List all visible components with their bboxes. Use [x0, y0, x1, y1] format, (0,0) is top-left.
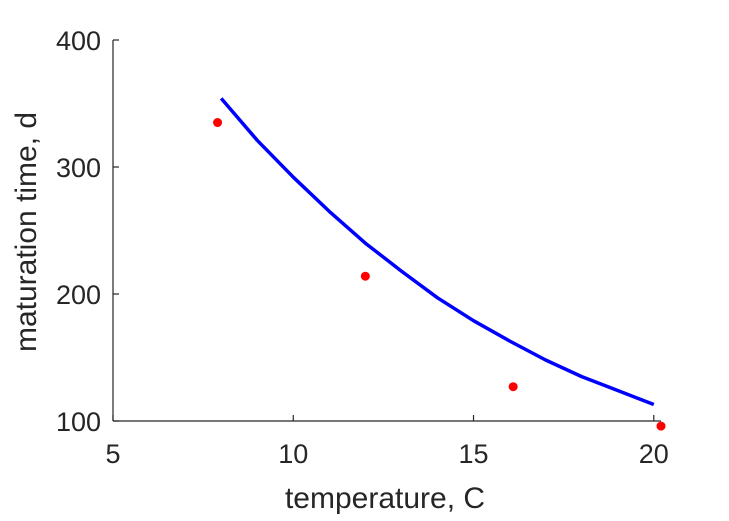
data-point — [656, 421, 666, 431]
x-axis-label: temperature, C — [285, 482, 485, 515]
x-tick-label: 5 — [105, 439, 120, 469]
x-tick-label: 15 — [459, 439, 489, 469]
series-layer — [213, 97, 666, 431]
axes — [112, 39, 661, 422]
fit-curve — [219, 97, 655, 407]
y-tick-label: 200 — [56, 280, 101, 310]
y-tick-label: 300 — [56, 153, 101, 183]
y-axis-label: maturation time, d — [10, 112, 43, 352]
data-point — [508, 382, 518, 392]
data-point — [360, 271, 370, 281]
y-tick-label: 100 — [56, 407, 101, 437]
x-tick-label: 10 — [278, 439, 308, 469]
x-tick-label: 20 — [639, 439, 669, 469]
tick-layer: 5 10 15 20 100 200 300 400 — [56, 26, 669, 469]
data-point — [213, 118, 223, 128]
y-tick-label: 400 — [56, 26, 101, 56]
